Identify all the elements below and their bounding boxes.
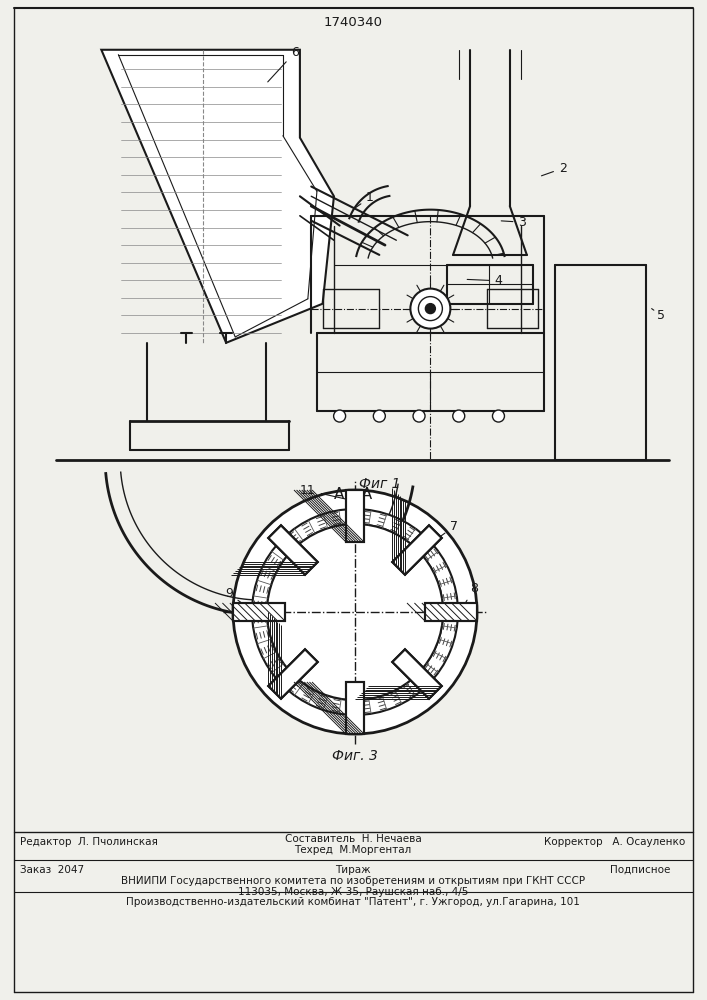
Circle shape [426,304,436,314]
Wedge shape [252,509,458,715]
Polygon shape [101,50,334,343]
Text: 4: 4 [467,274,502,287]
Circle shape [267,524,443,700]
Text: Тираж: Тираж [335,865,370,875]
Circle shape [413,410,425,422]
Polygon shape [233,603,285,621]
Circle shape [233,490,477,734]
Text: Корректор   А. Осауленко: Корректор А. Осауленко [544,837,685,847]
Polygon shape [425,603,477,621]
Text: Подписное: Подписное [609,865,670,875]
Polygon shape [346,682,364,734]
Text: ВНИИПИ Государственного комитета по изобретениям и открытиям при ГКНТ СССР: ВНИИПИ Государственного комитета по изоб… [121,876,585,886]
Circle shape [410,289,450,329]
Text: 11: 11 [300,484,347,499]
Polygon shape [392,525,442,575]
Circle shape [373,410,385,422]
Text: Производственно-издательский комбинат "Патент", г. Ужгород, ул.Гагарина, 101: Производственно-издательский комбинат "П… [126,897,580,907]
Text: 5: 5 [652,309,665,322]
Text: 113035, Москва, Ж-35, Раушская наб., 4/5: 113035, Москва, Ж-35, Раушская наб., 4/5 [238,887,468,897]
Polygon shape [268,525,317,575]
Text: 8: 8 [464,582,478,605]
Text: 2: 2 [542,162,567,176]
Circle shape [493,410,505,422]
Text: Фиг. 3: Фиг. 3 [332,749,378,763]
Text: Фиг 1: Фиг 1 [358,477,400,491]
Text: 1: 1 [354,191,374,209]
Circle shape [452,410,464,422]
Circle shape [419,297,443,321]
Text: А – А: А – А [334,487,372,502]
Text: Редактор  Л. Пчолинская: Редактор Л. Пчолинская [20,837,158,847]
Circle shape [334,410,346,422]
Text: Заказ  2047: Заказ 2047 [20,865,84,875]
Polygon shape [268,649,317,699]
Polygon shape [392,649,442,699]
Text: Составитель  Н. Нечаева: Составитель Н. Нечаева [285,834,421,844]
Text: 6: 6 [268,46,299,82]
Text: 7: 7 [432,520,458,542]
Text: 3: 3 [501,216,526,229]
Text: 9: 9 [225,587,245,605]
Text: Техред  М.Моргентал: Техред М.Моргентал [294,845,411,855]
Text: 1740340: 1740340 [324,15,382,28]
Polygon shape [346,490,364,542]
